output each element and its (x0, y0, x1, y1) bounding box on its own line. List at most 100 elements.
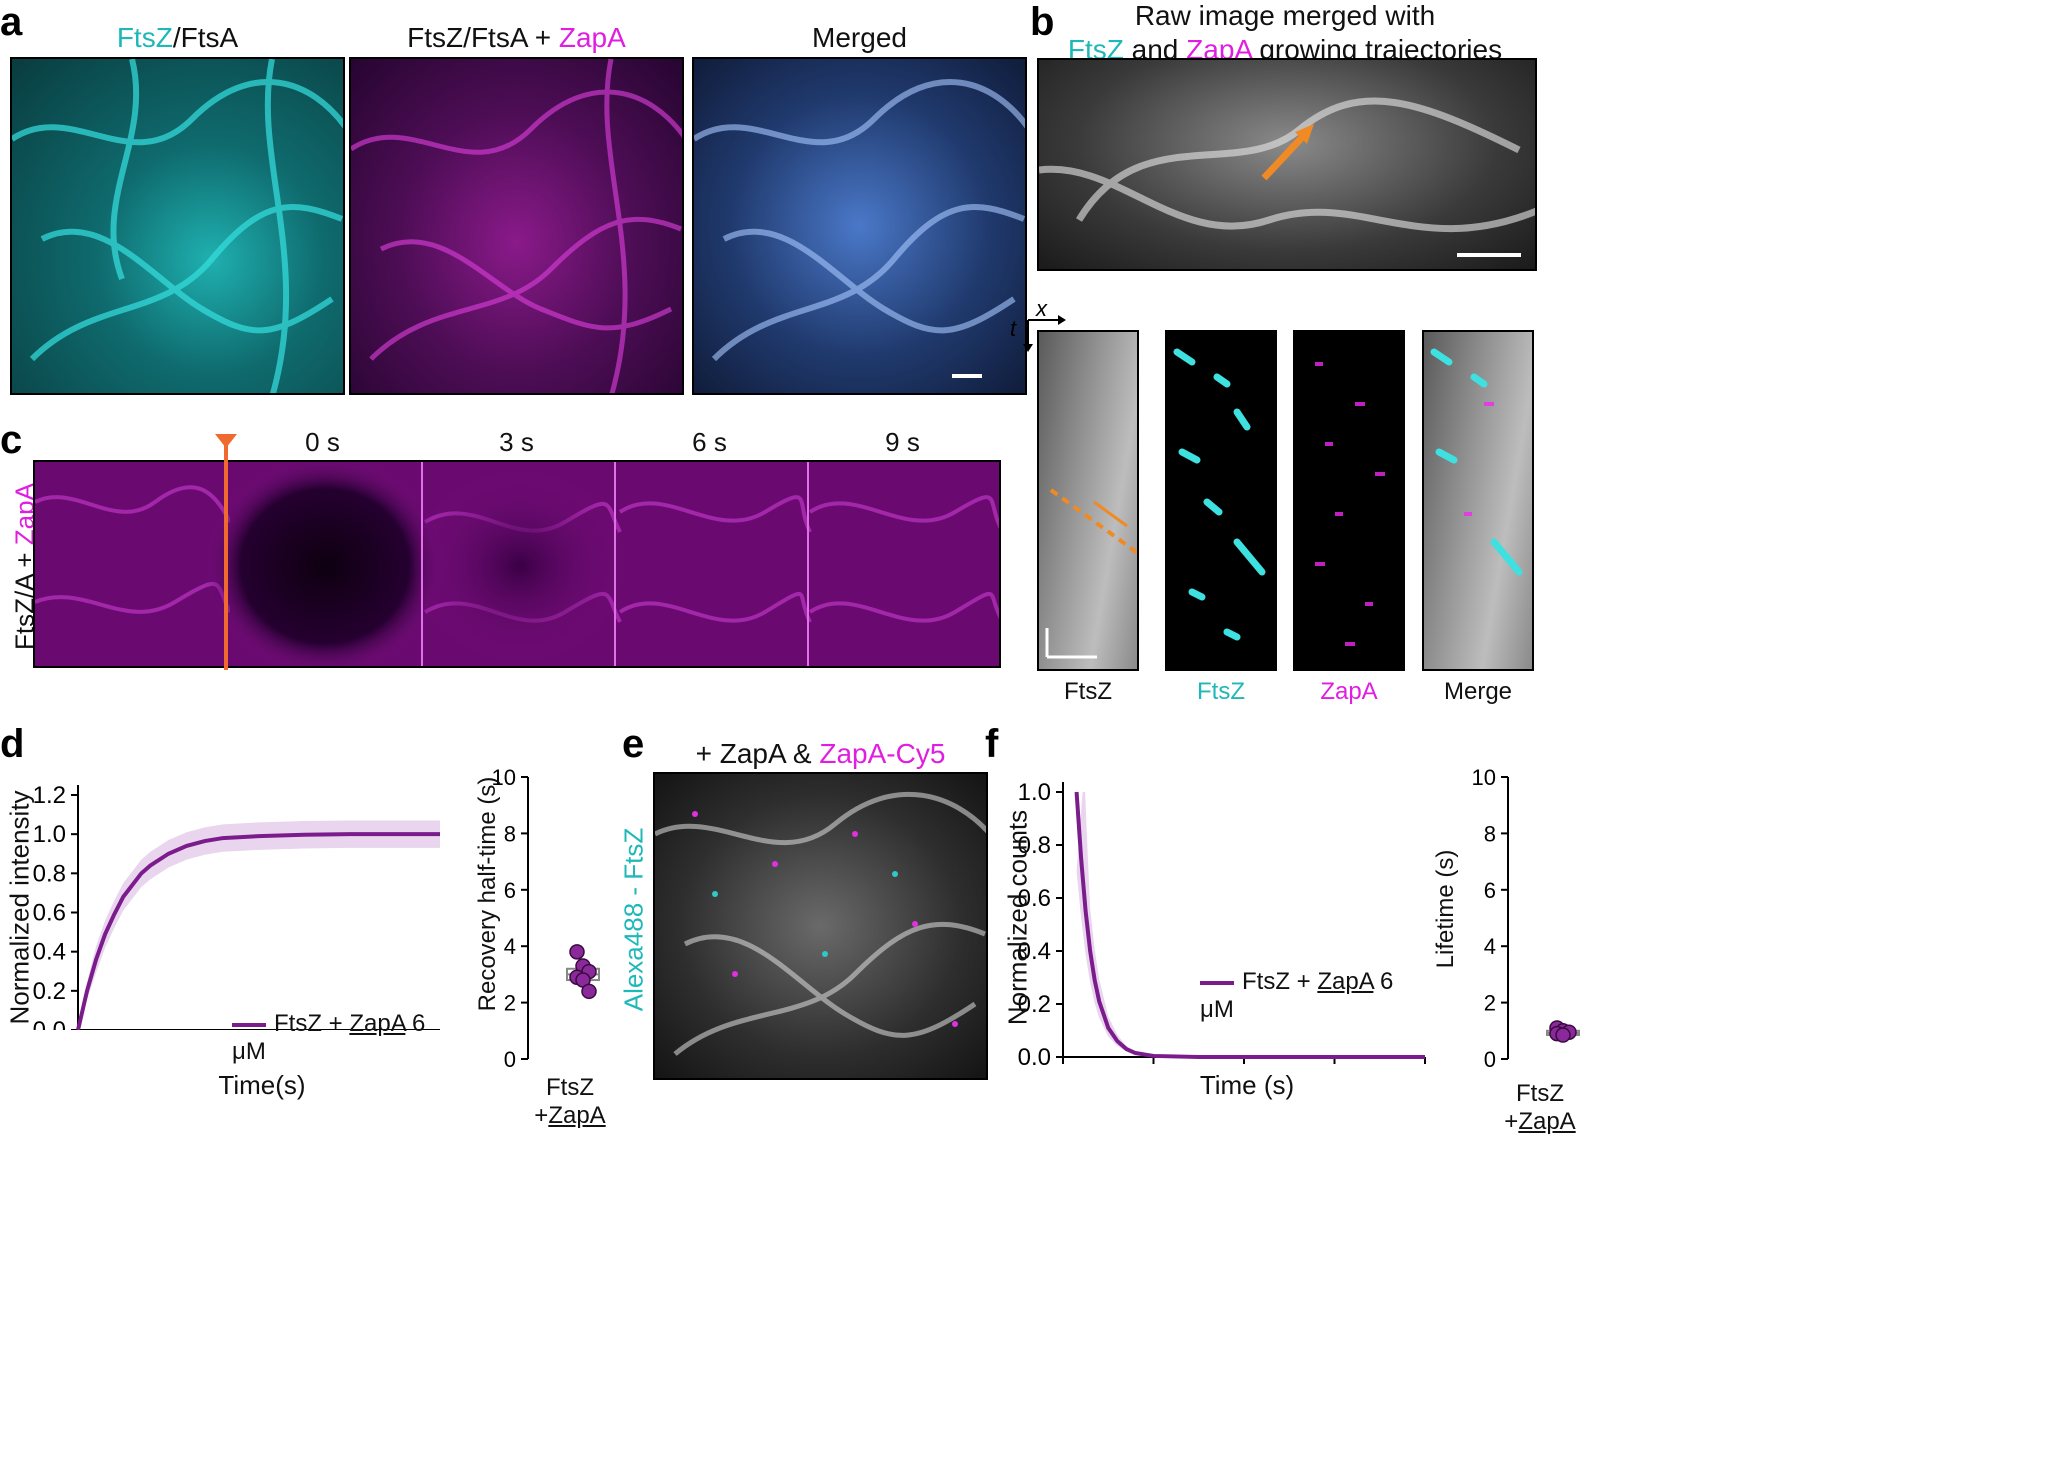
y-tick-label: 0.6 (1018, 885, 1051, 912)
y-tick-label: 0.2 (33, 978, 66, 1005)
panel-f-chart: 0 10 20 30 40 0.0 0.2 0.4 0.6 0.8 1.0 (1018, 779, 1439, 1070)
bleach-marker (215, 434, 237, 670)
y-tick-label: 1.0 (33, 821, 66, 848)
time-0s: 0 s (305, 427, 340, 457)
y-tick-label: 0.8 (33, 860, 66, 887)
panel-label-f: f (985, 722, 999, 766)
series-line (1074, 791, 1425, 1059)
raw-merged-filaments (1039, 97, 1535, 257)
panel-f-side-cat: FtsZ +ZapA (1504, 1080, 1576, 1135)
time-9s: 9 s (885, 427, 920, 457)
panel-label-a: a (0, 0, 23, 44)
frap-filmstrip (33, 460, 1001, 668)
x-tick-label: 40 (1412, 1068, 1439, 1070)
y-tick-label: 2 (1484, 991, 1496, 1016)
x-tick-label: 0 (1056, 1068, 1069, 1070)
y-tick-label: 0.2 (1018, 991, 1051, 1018)
panel-d-side-cat: FtsZ +ZapA (534, 1074, 606, 1129)
bleach-marker-triangle (215, 434, 237, 448)
y-tick-label: 0 (1484, 1047, 1496, 1072)
merged-micrograph (692, 57, 1027, 395)
panel-label-e: e (622, 722, 645, 766)
kymo-overlay (1045, 488, 1137, 659)
y-tick-label: 0.4 (1018, 938, 1051, 965)
panel-d-side-ylabel: Recovery half-time (s) (474, 776, 501, 1012)
y-tick-label: 0.6 (33, 900, 66, 927)
panel-e-side-label: Alexa488 - FtsZ (618, 827, 649, 1012)
scale-bar (1457, 253, 1521, 257)
time-6s: 6 s (692, 427, 727, 457)
kymograph-zapa (1293, 330, 1405, 671)
y-tick-label: 8 (504, 821, 516, 846)
zapa-filaments (351, 59, 682, 393)
time-3s: 3 s (499, 427, 534, 457)
panel-label-c: c (0, 418, 23, 462)
y-tick-label: 8 (1484, 821, 1496, 846)
scale-bar (952, 374, 982, 378)
data-point (569, 944, 585, 960)
y-tick-label: 1.2 (33, 782, 66, 809)
panel-d-ylabel: Normalized intensity (4, 790, 35, 1025)
kymo-label-ftsz-cyan: FtsZ (1197, 678, 1245, 705)
kymo-label-ftsz-gray: FtsZ (1064, 678, 1112, 705)
kymo-label-zapa: ZapA (1320, 678, 1378, 705)
series-line (76, 832, 440, 1030)
x-tick-label: 30 (1321, 1068, 1348, 1070)
frap-frames (35, 462, 999, 666)
panel-b-title-line1: Raw image merged with (1134, 0, 1436, 31)
data-point (1555, 1027, 1571, 1043)
kymo-magenta-spots (1315, 362, 1385, 646)
panel-d-xlabel: Time(s) (218, 1070, 306, 1100)
y-tick-label: 0.0 (1018, 1044, 1051, 1070)
axis-t-label: t (1010, 316, 1017, 341)
y-tick-label: 6 (504, 878, 516, 903)
alexa488-ftsz-micrograph (653, 772, 988, 1080)
panel-d-legend: FtsZ + ZapA 6 μM (232, 1010, 426, 1065)
growth-arrow (1261, 129, 1310, 181)
merged-filaments (694, 79, 1025, 378)
arrow-head (1295, 124, 1314, 144)
ftsz-filaments (12, 59, 343, 393)
kymo-label-merge: Merge (1443, 678, 1513, 705)
trajectory-dashed (1049, 488, 1137, 556)
panel-f-side-chart: 0 2 4 6 8 10 (1472, 765, 1580, 1072)
panel-a-title-1: FtsZ/FtsA (116, 22, 239, 53)
panel-d-side-chart: 0 2 4 6 8 10 (492, 765, 600, 1072)
data-point (581, 983, 597, 1000)
kymo-axes: x t (1010, 300, 1066, 352)
y-tick-label: 10 (1472, 765, 1496, 790)
x-tick-label: 10 (1140, 1068, 1167, 1070)
axis-x-label: x (1035, 300, 1048, 321)
panel-f-legend: FtsZ + ZapA 6 μM (1200, 968, 1394, 1023)
kymograph-ftsz-gray (1037, 330, 1139, 671)
kymograph-merge (1422, 330, 1534, 671)
panel-d-chart: 0102030400.00.20.40.60.81.01.2 (33, 782, 440, 1030)
y-tick-label: 0.0 (33, 1017, 66, 1030)
kymo-cyan-spots (1173, 348, 1266, 641)
ftsz-ftsa-micrograph (10, 57, 345, 395)
y-tick-label: 0.4 (33, 939, 66, 966)
panel-label-b: b (1030, 0, 1055, 44)
zapa-micrograph (349, 57, 684, 395)
panel-e-title: + ZapA & ZapA-Cy5 (695, 738, 946, 769)
panel-f-ylabel: Normalized counts (1002, 809, 1033, 1026)
x-tick-label: 20 (1231, 1068, 1258, 1070)
y-tick-label: 4 (1484, 934, 1496, 959)
y-tick-label: 0 (504, 1047, 516, 1072)
panel-f-xlabel: Time (s) (1199, 1070, 1295, 1100)
y-tick-label: 0.8 (1018, 832, 1051, 859)
y-tick-label: 10 (492, 765, 516, 790)
y-tick-label: 1.0 (1018, 779, 1051, 806)
trajectory-arrow (1093, 500, 1128, 528)
panel-e-filaments (655, 791, 986, 1056)
kymo-merge-spots (1430, 348, 1523, 576)
kymograph-ftsz-cyan (1165, 330, 1277, 671)
panel-f-side-ylabel: Lifetime (s) (1432, 849, 1459, 969)
y-tick-label: 6 (1484, 878, 1496, 903)
panel-a-title-3: Merged (812, 22, 907, 53)
confidence-band (78, 820, 440, 1030)
y-tick-label: 2 (504, 991, 516, 1016)
panel-label-d: d (0, 722, 25, 766)
raw-merged-image (1037, 58, 1537, 271)
panel-a-title-2: FtsZ/FtsA + ZapA (407, 22, 626, 53)
